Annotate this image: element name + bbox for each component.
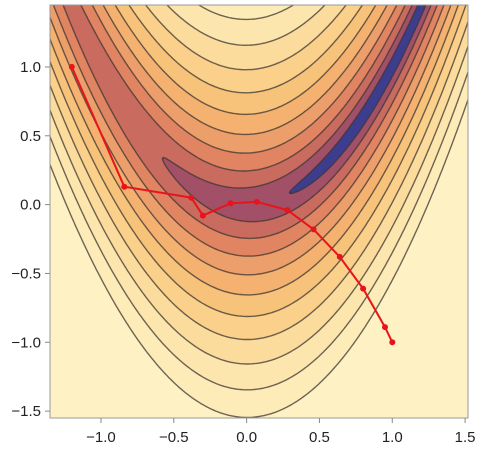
path-point xyxy=(389,339,396,346)
contour-lines xyxy=(50,5,468,418)
x-tick-label: −0.5 xyxy=(159,429,189,446)
path-point xyxy=(68,63,75,70)
path-point xyxy=(188,194,195,201)
path-point xyxy=(199,212,206,219)
contour-fill xyxy=(50,5,468,418)
contour-line-10 xyxy=(50,99,468,418)
path-point xyxy=(121,183,128,190)
contour-line-5 xyxy=(50,5,459,296)
path-point xyxy=(284,207,291,214)
x-axis: −1.0 −0.5 0.0 0.5 1.0 1.5 xyxy=(86,418,476,446)
contour-line-1 xyxy=(161,5,432,223)
contour-bands xyxy=(50,5,468,418)
y-tick-label: 0.5 xyxy=(20,128,41,145)
contour-line-4 xyxy=(50,5,452,276)
y-tick-label: −0.5 xyxy=(11,265,41,282)
contour-line-0 xyxy=(288,5,427,195)
x-tick-label: 1.0 xyxy=(382,429,403,446)
contour-line-8 xyxy=(50,5,468,365)
contour-line-7 xyxy=(50,5,468,341)
path-point xyxy=(360,285,367,292)
x-tick-label: 1.5 xyxy=(455,429,476,446)
path-point xyxy=(336,253,343,260)
y-axis: 1.0 0.5 0.0 −0.5 −1.0 −1.5 xyxy=(11,59,50,420)
x-tick-label: 0.5 xyxy=(309,429,330,446)
y-tick-label: 0.0 xyxy=(20,197,41,214)
contour-line-2 xyxy=(62,5,438,240)
x-tick-label: 0.0 xyxy=(236,429,257,446)
path-line xyxy=(70,66,394,343)
path-point xyxy=(253,198,260,205)
contour-line-6 xyxy=(50,5,467,318)
path-point xyxy=(310,226,317,233)
y-tick-label: −1.5 xyxy=(11,403,41,420)
x-tick-label: −1.0 xyxy=(86,429,116,446)
plot-frame xyxy=(49,4,469,419)
plot-area xyxy=(50,5,468,418)
y-tick-label: −1.0 xyxy=(11,334,41,351)
optimization-path xyxy=(68,63,396,346)
contour-line-3 xyxy=(52,5,445,257)
y-tick-label: 1.0 xyxy=(20,59,41,76)
path-point xyxy=(382,324,388,331)
path-point xyxy=(227,200,234,207)
